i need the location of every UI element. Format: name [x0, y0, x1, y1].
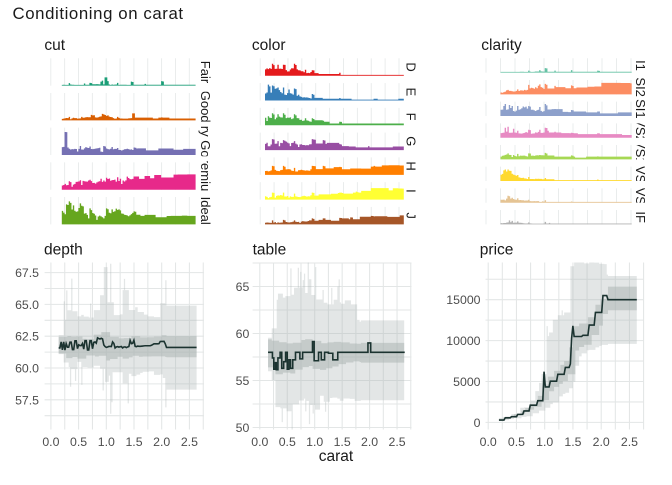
svg-text:Conditioning on carat: Conditioning on carat: [13, 4, 184, 23]
svg-text:H: H: [404, 161, 419, 170]
svg-text:0.5: 0.5: [279, 435, 296, 449]
svg-text:1.0: 1.0: [98, 435, 115, 449]
svg-text:VVS1: VVS1: [633, 179, 648, 212]
svg-text:60.0: 60.0: [15, 362, 39, 376]
svg-text:color: color: [252, 37, 286, 54]
svg-text:price: price: [480, 241, 514, 258]
svg-text:SI1: SI1: [633, 99, 648, 119]
svg-text:1.5: 1.5: [334, 435, 351, 449]
svg-text:Ideal: Ideal: [198, 197, 213, 225]
svg-text:60: 60: [236, 327, 250, 341]
svg-text:G: G: [404, 136, 419, 146]
svg-text:SI2: SI2: [633, 77, 648, 97]
svg-text:2.5: 2.5: [181, 435, 198, 449]
svg-text:Very Good: Very Good: [198, 111, 213, 172]
svg-text:clarity: clarity: [481, 37, 522, 54]
svg-text:5000: 5000: [453, 375, 481, 389]
svg-text:D: D: [404, 62, 419, 71]
svg-text:VS1: VS1: [633, 140, 648, 165]
svg-text:50: 50: [236, 421, 250, 435]
svg-text:Good: Good: [198, 91, 213, 123]
svg-text:cut: cut: [44, 37, 65, 54]
svg-text:depth: depth: [44, 241, 83, 258]
svg-text:2.0: 2.0: [153, 435, 170, 449]
svg-text:57.5: 57.5: [15, 393, 39, 407]
svg-text:62.5: 62.5: [15, 330, 39, 344]
svg-text:67.5: 67.5: [15, 266, 39, 280]
svg-text:2.0: 2.0: [593, 435, 610, 449]
svg-text:0.0: 0.0: [251, 435, 268, 449]
svg-text:IF: IF: [633, 211, 648, 223]
svg-text:E: E: [404, 87, 419, 96]
svg-text:1.0: 1.0: [536, 435, 553, 449]
svg-text:10000: 10000: [446, 334, 480, 348]
svg-text:Premium: Premium: [198, 150, 213, 202]
svg-text:55: 55: [236, 374, 250, 388]
svg-text:65: 65: [236, 280, 250, 294]
svg-text:2.5: 2.5: [388, 435, 405, 449]
svg-text:F: F: [404, 113, 419, 121]
svg-text:I: I: [404, 189, 419, 193]
svg-text:1.0: 1.0: [306, 435, 323, 449]
svg-text:1.5: 1.5: [564, 435, 581, 449]
svg-text:15000: 15000: [446, 293, 480, 307]
svg-text:Fair: Fair: [198, 61, 213, 84]
svg-text:VS2: VS2: [633, 118, 648, 143]
svg-text:0.0: 0.0: [42, 435, 59, 449]
svg-text:table: table: [253, 241, 287, 258]
svg-text:VVS2: VVS2: [633, 157, 648, 190]
svg-text:2.5: 2.5: [621, 435, 638, 449]
svg-text:1.5: 1.5: [125, 435, 142, 449]
svg-text:J: J: [404, 212, 419, 219]
svg-text:0: 0: [474, 416, 481, 430]
svg-text:0.5: 0.5: [508, 435, 525, 449]
svg-text:65.0: 65.0: [15, 298, 39, 312]
svg-text:carat: carat: [319, 448, 354, 465]
svg-text:2.0: 2.0: [361, 435, 378, 449]
svg-text:I1: I1: [633, 60, 648, 71]
svg-text:0.5: 0.5: [70, 435, 87, 449]
svg-text:0.0: 0.0: [480, 435, 497, 449]
